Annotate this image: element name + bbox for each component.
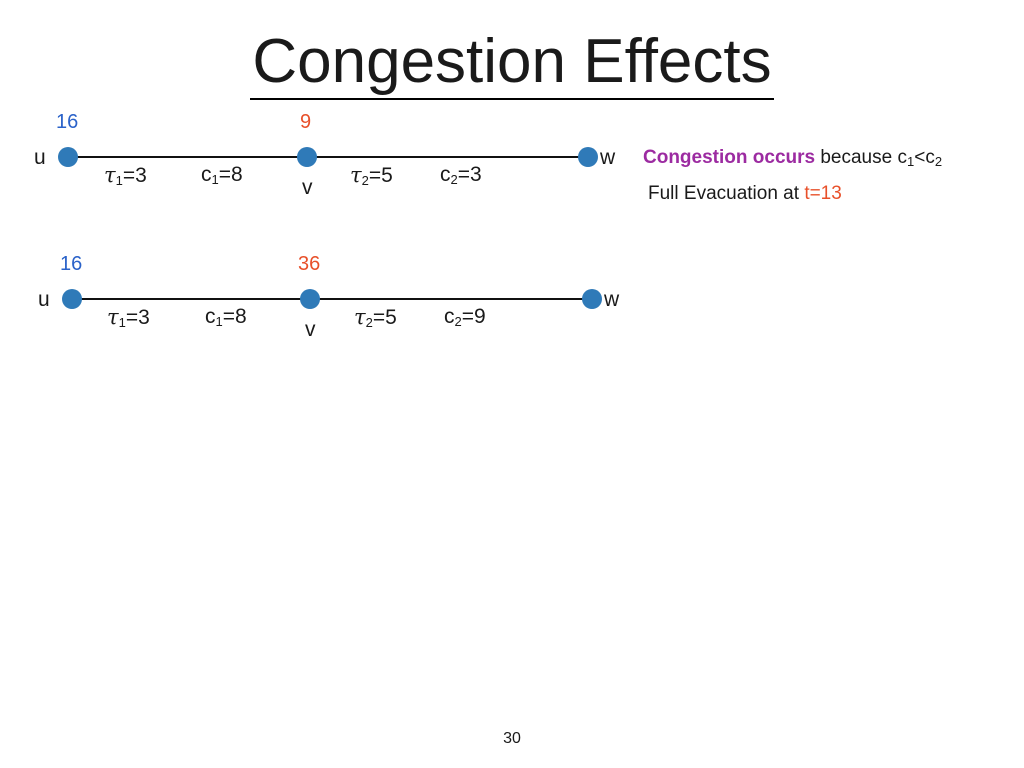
c2-label: c2=9 xyxy=(444,305,486,329)
supply-v-label: 36 xyxy=(298,253,321,275)
node-v-dot xyxy=(297,147,317,167)
edge-line xyxy=(68,156,588,158)
slide-title-text: Congestion Effects xyxy=(250,26,774,100)
node-w-dot xyxy=(578,147,598,167)
tau2-label: τ2=5 xyxy=(354,305,397,330)
node-u-dot xyxy=(62,289,82,309)
c2-label: c2=3 xyxy=(440,163,482,187)
tau1-label: τ1=3 xyxy=(107,305,150,330)
tau1-label: τ1=3 xyxy=(104,163,147,188)
evacuation-note: Full Evacuation at t=13 xyxy=(648,183,842,204)
node-u-label: u xyxy=(38,288,50,311)
node-u-label: u xyxy=(34,146,46,169)
node-w-label: w xyxy=(600,146,616,169)
node-u-dot xyxy=(58,147,78,167)
supply-u-label: 16 xyxy=(56,111,79,133)
slide-title: Congestion Effects xyxy=(0,22,1024,102)
tau2-label: τ2=5 xyxy=(350,163,393,188)
congestion-note: Congestion occurs because c1<c2 xyxy=(643,147,943,169)
node-w-dot xyxy=(582,289,602,309)
evacuation-time: t=13 xyxy=(804,183,842,204)
supply-v-label: 9 xyxy=(300,111,312,133)
edge-line xyxy=(72,298,592,300)
node-v-label: v xyxy=(302,176,313,199)
page-number: 30 xyxy=(503,730,521,747)
node-v-label: v xyxy=(305,318,316,341)
c1-label: c1=8 xyxy=(201,163,243,187)
c1-label: c1=8 xyxy=(205,305,247,329)
node-w-label: w xyxy=(604,288,620,311)
supply-u-label: 16 xyxy=(60,253,83,275)
node-v-dot xyxy=(300,289,320,309)
